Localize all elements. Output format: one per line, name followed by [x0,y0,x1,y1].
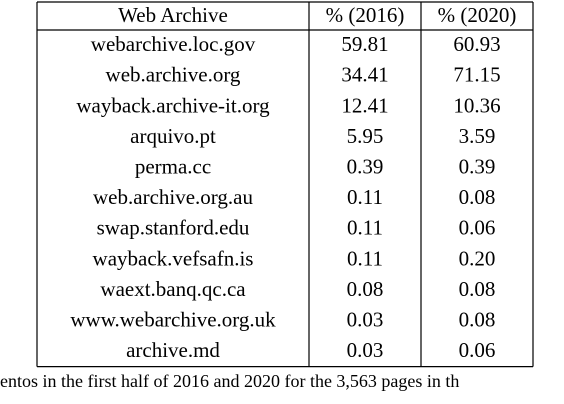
table-cell: 0.08 [459,185,496,209]
table-cell: 0.06 [459,338,496,362]
table-cell: 59.81 [341,32,388,56]
header-cell: Web Archive [118,3,228,27]
table-cell: 0.06 [459,216,496,240]
table-cell: swap.stanford.edu [97,216,250,240]
table-cell: 0.08 [459,308,496,332]
table-cell: arquivo.pt [130,124,216,148]
table-cell: 0.11 [347,185,383,209]
header-cell: % (2020) [438,3,517,27]
table-cell: 0.39 [347,155,384,179]
table-cell: 3.59 [459,124,496,148]
table-cell: 60.93 [453,32,500,56]
table-cell: wayback.archive-it.org [76,93,270,117]
table-cell: archive.md [126,338,220,362]
table-cell: 34.41 [341,63,388,87]
table-cell: waext.banq.qc.ca [100,277,246,301]
table-cell: 0.11 [347,216,383,240]
table-cell: perma.cc [135,155,211,179]
table-cell: 0.11 [347,246,383,270]
table-cell: 0.03 [347,308,384,332]
table-cell: web.archive.org [106,63,241,87]
table-cell: 5.95 [347,124,384,148]
table-cell: 0.20 [459,246,496,270]
table-cell: web.archive.org.au [93,185,253,209]
table-cell: 0.08 [347,277,384,301]
table-cell: 0.39 [459,155,496,179]
table-cell: 0.08 [459,277,496,301]
header-cell: % (2016) [326,3,405,27]
table-cell: 71.15 [453,63,500,87]
table-cell: 10.36 [453,93,500,117]
table-cell: wayback.vefsafn.is [93,246,254,270]
table-cell: 12.41 [341,93,388,117]
table-cell: www.webarchive.org.uk [70,308,276,332]
table-cell: 0.03 [347,338,384,362]
table-cell: webarchive.loc.gov [91,32,256,56]
caption: entos in the first half of 2016 and 2020… [0,371,459,391]
